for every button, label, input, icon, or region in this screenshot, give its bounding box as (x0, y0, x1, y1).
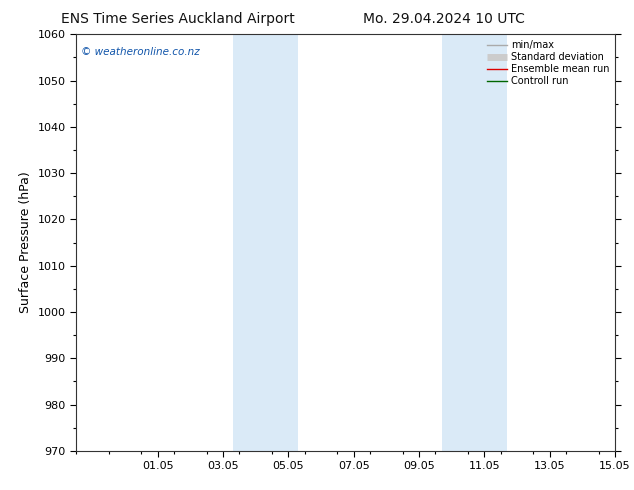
Text: © weatheronline.co.nz: © weatheronline.co.nz (81, 47, 200, 57)
Bar (233, 34, 298, 451)
Y-axis label: Surface Pressure (hPa): Surface Pressure (hPa) (19, 172, 32, 314)
Text: ENS Time Series Auckland Airport: ENS Time Series Auckland Airport (61, 12, 294, 26)
Bar (442, 34, 507, 451)
Text: Mo. 29.04.2024 10 UTC: Mo. 29.04.2024 10 UTC (363, 12, 525, 26)
Legend: min/max, Standard deviation, Ensemble mean run, Controll run: min/max, Standard deviation, Ensemble me… (484, 37, 612, 89)
